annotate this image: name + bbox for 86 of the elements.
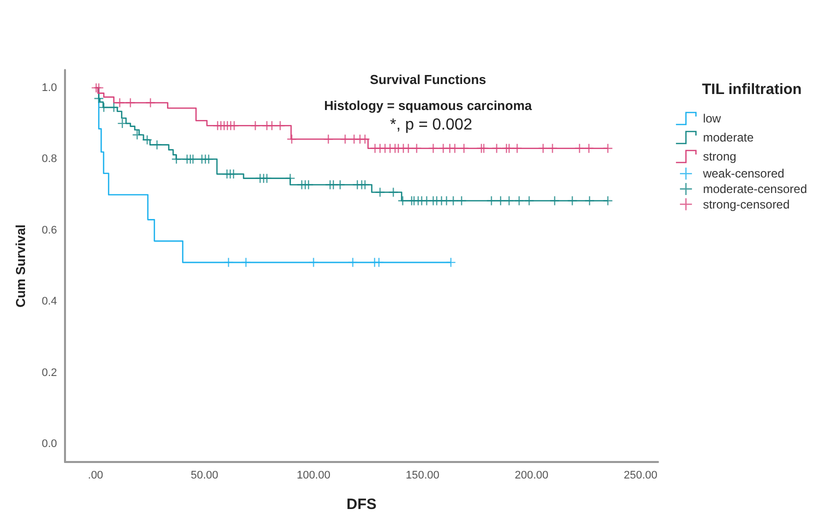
point xyxy=(275,120,286,131)
point xyxy=(285,173,296,184)
legend-label: low xyxy=(702,112,722,126)
y-axis-title: Cum Survival xyxy=(13,224,28,308)
point xyxy=(152,140,162,150)
point xyxy=(441,196,452,206)
point xyxy=(428,143,438,154)
point xyxy=(240,257,252,268)
point xyxy=(323,134,334,144)
point xyxy=(438,143,448,154)
x-axis-title: DFS xyxy=(346,496,376,513)
point xyxy=(538,143,548,154)
point xyxy=(374,257,384,268)
point xyxy=(602,196,613,206)
point xyxy=(142,134,152,145)
point xyxy=(504,196,514,206)
point xyxy=(584,143,594,154)
point xyxy=(524,196,534,206)
y-tick-label: 0.8 xyxy=(42,153,57,166)
point xyxy=(360,134,370,144)
point xyxy=(98,102,109,113)
point xyxy=(547,143,558,154)
point xyxy=(335,180,346,190)
text: Histology = squamous carcinoma xyxy=(324,98,533,113)
x-tick-label: 50.00 xyxy=(190,470,218,482)
point xyxy=(574,143,585,154)
point xyxy=(584,196,595,206)
point xyxy=(204,154,214,164)
point xyxy=(456,196,467,206)
point xyxy=(228,168,239,180)
point xyxy=(398,196,408,206)
y-tick-label: 0.2 xyxy=(42,366,57,379)
point xyxy=(492,143,502,154)
y-tick-label: 0.6 xyxy=(42,224,57,236)
point xyxy=(223,257,234,268)
point xyxy=(550,196,560,206)
point xyxy=(403,143,414,154)
point xyxy=(108,102,119,113)
point xyxy=(388,187,398,198)
point xyxy=(495,196,506,206)
point xyxy=(114,98,125,108)
point xyxy=(229,120,240,131)
point xyxy=(262,173,272,184)
legend-label: moderate xyxy=(702,130,754,144)
point xyxy=(132,130,142,140)
point xyxy=(250,120,260,131)
point xyxy=(512,143,522,154)
point xyxy=(328,180,338,190)
chart-title: Survival Functions xyxy=(370,72,486,87)
point xyxy=(567,196,578,206)
point xyxy=(514,196,524,206)
legend-label: moderate-censored xyxy=(702,182,808,196)
point xyxy=(448,196,458,206)
point xyxy=(374,187,386,198)
annotation: *, p = 0.002 xyxy=(390,116,472,134)
point xyxy=(446,257,456,268)
x-tick-label: 200.00 xyxy=(514,470,548,482)
x-tick-label: 250.00 xyxy=(624,470,658,482)
y-tick-label: 0.4 xyxy=(42,296,57,308)
point xyxy=(266,120,277,131)
point xyxy=(286,134,297,144)
point xyxy=(117,118,128,129)
y-tick-label: 1.0 xyxy=(42,82,57,94)
legend-label: strong-censored xyxy=(702,197,790,212)
point xyxy=(412,143,422,154)
point xyxy=(188,154,198,164)
point xyxy=(348,257,358,268)
x-tick-label: 100.00 xyxy=(296,470,330,482)
legend-title: TIL infiltration xyxy=(702,81,802,98)
x-tick-label: 150.00 xyxy=(406,470,440,482)
point xyxy=(145,98,156,108)
point xyxy=(458,143,470,154)
point xyxy=(486,196,497,206)
point xyxy=(308,257,319,268)
legend-label: weak-censored xyxy=(702,166,784,181)
point xyxy=(602,143,613,154)
point xyxy=(340,134,350,144)
point xyxy=(125,98,136,108)
point xyxy=(171,154,182,164)
x-tick-label: .00 xyxy=(88,470,104,482)
point xyxy=(94,93,104,104)
y-tick-label: 0.0 xyxy=(42,438,57,450)
point xyxy=(504,143,514,154)
point xyxy=(450,143,460,154)
legend-label: strong xyxy=(702,150,736,164)
point xyxy=(478,143,489,154)
